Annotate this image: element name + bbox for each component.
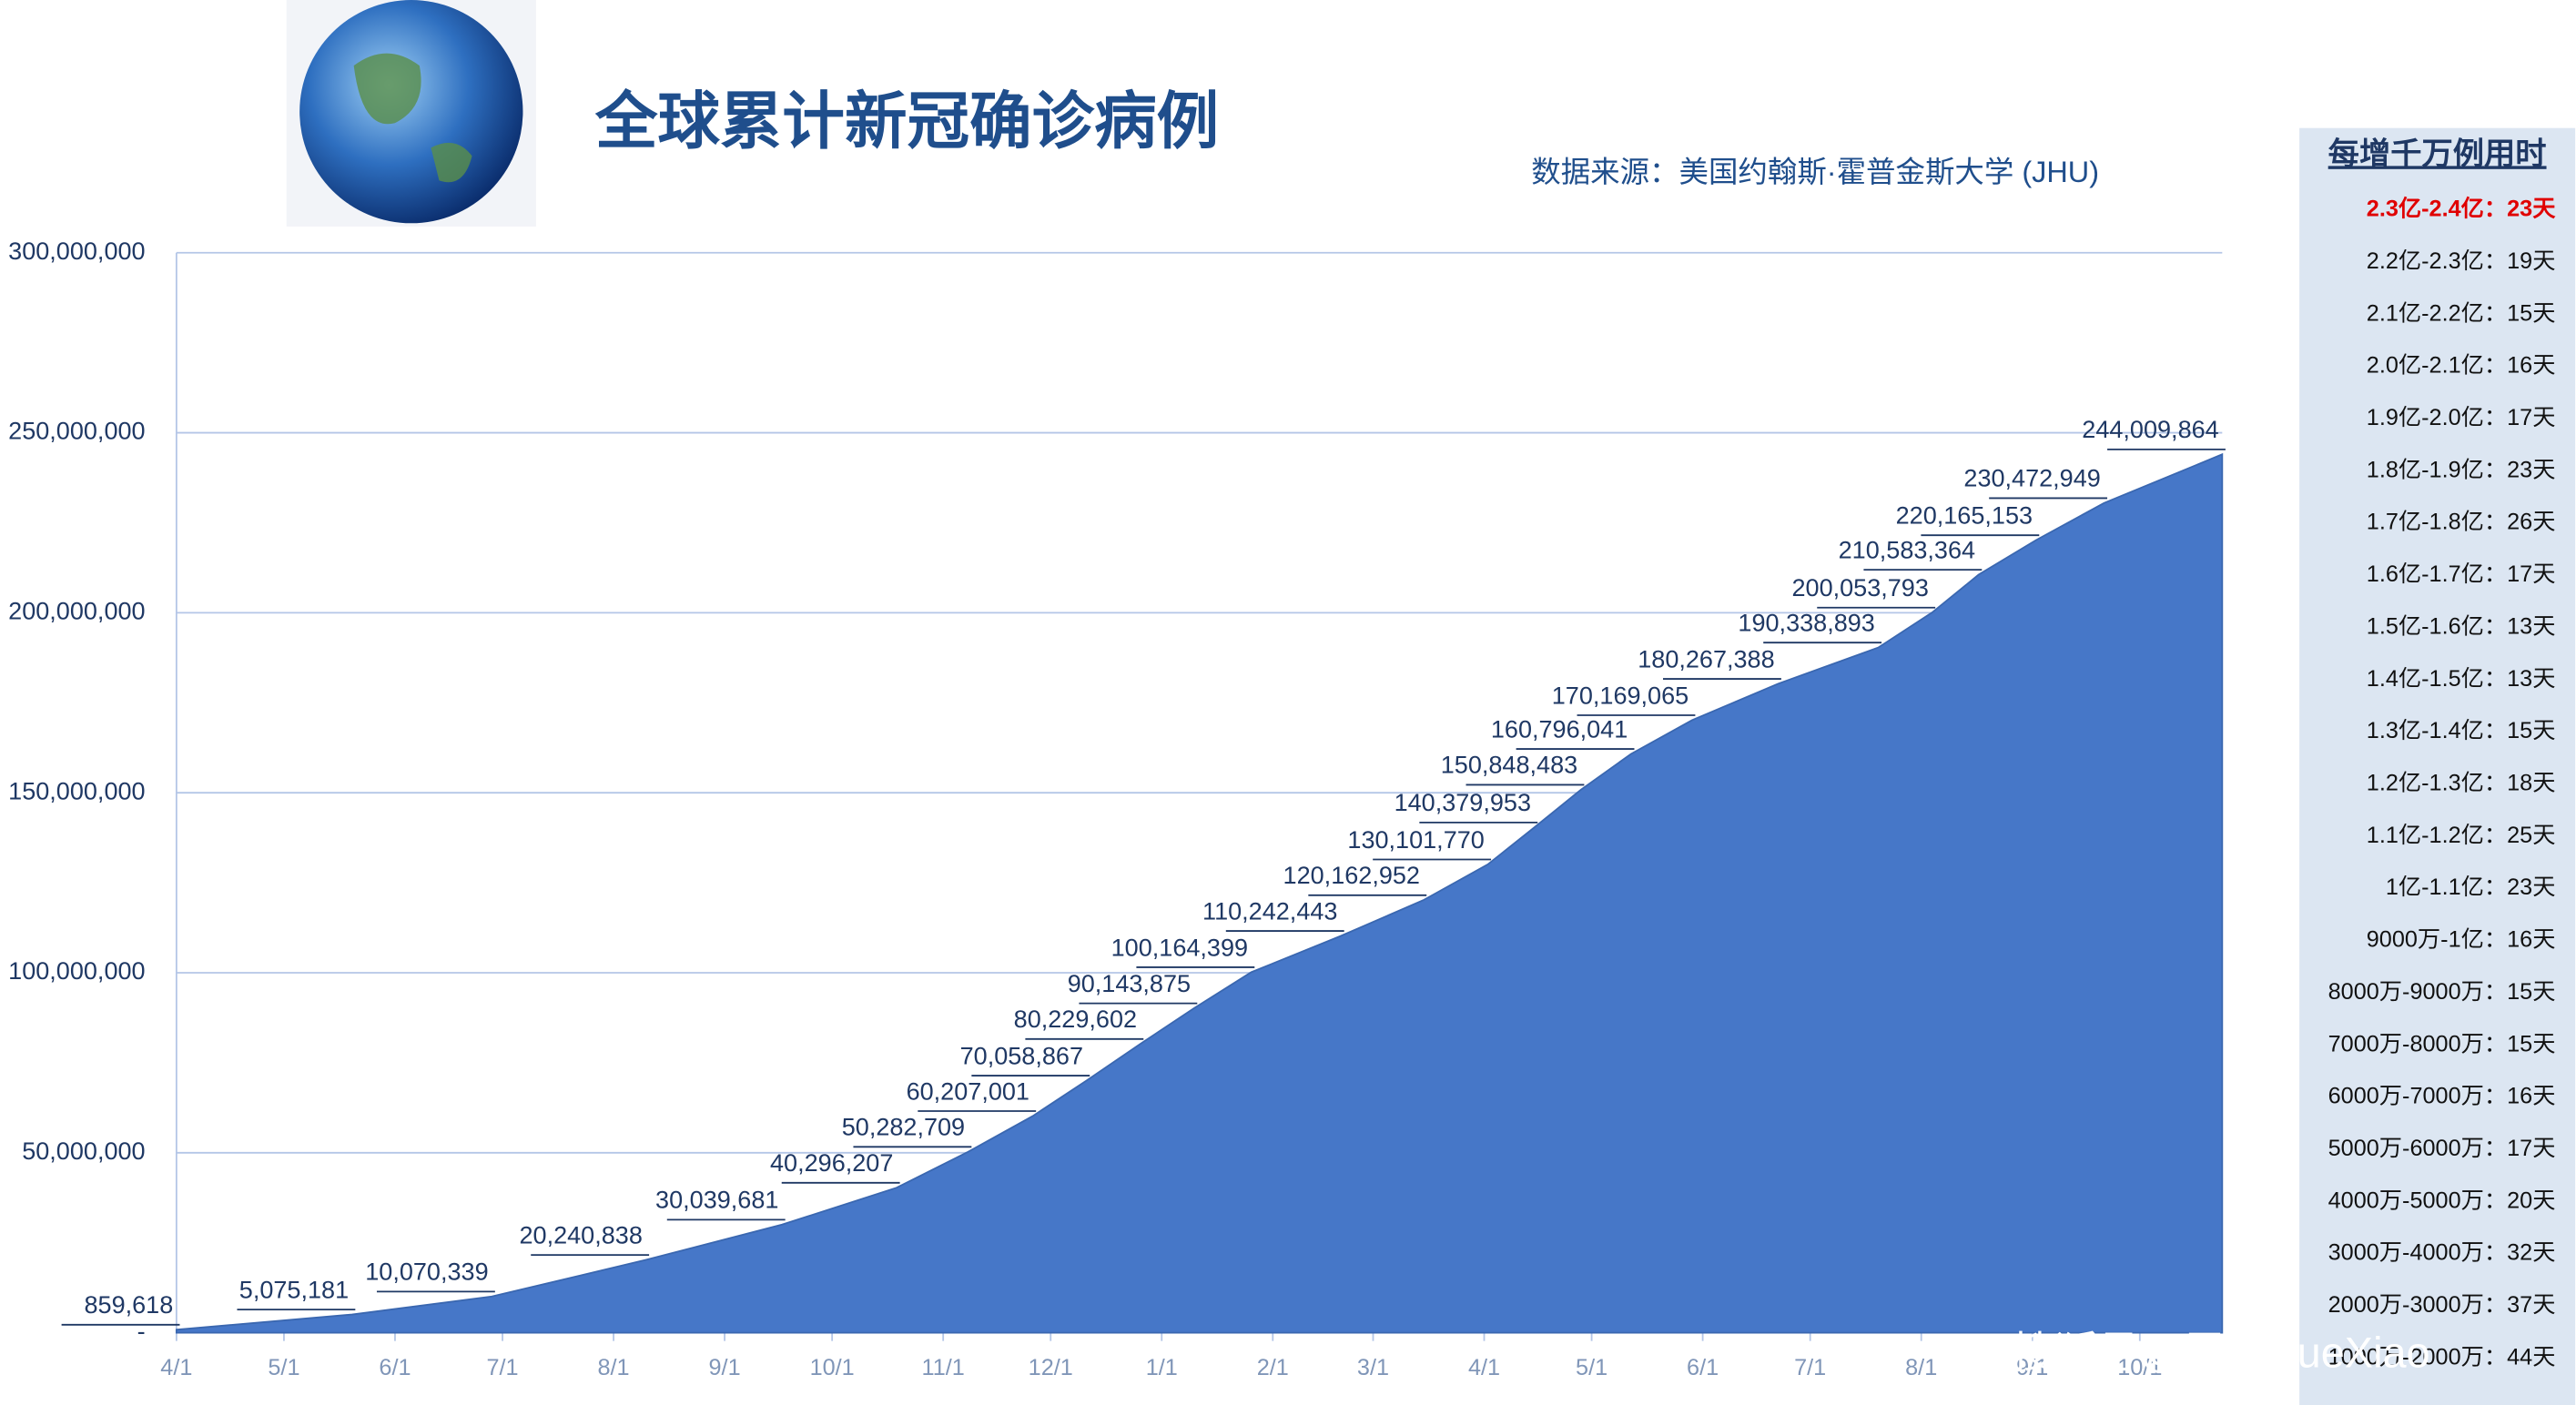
x-tick-label: 4/1 <box>1468 1355 1500 1380</box>
x-tick-label: 2/1 <box>1257 1355 1289 1380</box>
value-label: 210,583,364 <box>1839 536 1975 563</box>
value-label: 110,242,443 <box>1202 897 1337 925</box>
side-table-title: 每增千万例用时 <box>2328 136 2547 171</box>
value-label: 10,070,339 <box>365 1258 488 1286</box>
value-label: 200,053,793 <box>1791 574 1928 601</box>
x-tick-label: 5/1 <box>1576 1355 1607 1380</box>
side-table-row: 2000万-3000万：37天 <box>2328 1292 2556 1318</box>
chart-subtitle: 数据来源：美国约翰斯·霍普金斯大学 (JHU) <box>1531 156 2099 188</box>
globe <box>299 0 523 224</box>
value-label: 244,009,864 <box>2082 416 2218 443</box>
y-tick-label: 250,000,000 <box>8 418 145 445</box>
globe-land <box>353 53 472 183</box>
value-label: 70,058,867 <box>960 1042 1083 1069</box>
x-tick-label: 10/1 <box>810 1355 855 1380</box>
side-panel <box>2299 127 2576 1405</box>
x-tick-label: 11/1 <box>922 1355 965 1380</box>
x-tick-label: 8/1 <box>1905 1355 1937 1380</box>
side-table-row: 1.7亿-1.8亿：26天 <box>2367 510 2556 535</box>
value-label: 150,848,483 <box>1441 752 1577 779</box>
value-label: 20,240,838 <box>520 1221 643 1248</box>
side-table-row: 2.0亿-2.1亿：16天 <box>2367 353 2556 379</box>
side-table-row: 1.8亿-1.9亿：23天 <box>2367 457 2556 482</box>
value-label: 190,338,893 <box>1738 610 1874 637</box>
side-table-row: 1.2亿-1.3亿：18天 <box>2367 770 2556 795</box>
x-tick-label: 8/1 <box>598 1355 630 1380</box>
value-label: 859,618 <box>84 1291 173 1319</box>
value-label: 140,379,953 <box>1394 789 1531 816</box>
side-table-row: 1.4亿-1.5亿：13天 <box>2367 666 2556 692</box>
side-table-row: 2.1亿-2.2亿：15天 <box>2367 300 2556 326</box>
side-table-row: 3000万-4000万：32天 <box>2328 1240 2556 1266</box>
value-label: 160,796,041 <box>1491 715 1628 743</box>
value-label: 120,162,952 <box>1283 862 1420 889</box>
value-label: 40,296,207 <box>770 1149 893 1177</box>
x-tick-label: 1/1 <box>1146 1355 1178 1380</box>
side-table-row: 6000万-7000万：16天 <box>2328 1084 2556 1109</box>
y-tick-label: 200,000,000 <box>8 598 145 625</box>
side-table-row: 7000万-8000万：15天 <box>2328 1031 2556 1056</box>
side-table-row: 1.3亿-1.4亿：15天 <box>2367 718 2556 743</box>
side-table-row: 8000万-9000万：15天 <box>2328 979 2556 1005</box>
x-tick-label: 4/1 <box>160 1355 192 1380</box>
x-tick-label: 9/1 <box>709 1355 741 1380</box>
side-table-row: 1000万-2000万：44天 <box>2328 1344 2556 1370</box>
value-label: 50,282,709 <box>842 1114 965 1141</box>
side-table-row: 2.2亿-2.3亿：19天 <box>2367 248 2556 274</box>
side-table-row: 1.1亿-1.2亿：25天 <box>2367 823 2556 848</box>
x-tick-label: 6/1 <box>1687 1355 1719 1380</box>
y-tick-label: 100,000,000 <box>8 957 145 985</box>
x-tick-label: 3/1 <box>1357 1355 1389 1380</box>
chart-title: 全球累计新冠确诊病例 <box>594 86 1219 157</box>
value-label: 230,472,949 <box>1963 465 2100 492</box>
side-table-row: 1.5亿-1.6亿：13天 <box>2367 613 2556 639</box>
side-table-row: 1.9亿-2.0亿：17天 <box>2367 405 2556 430</box>
value-label: 5,075,181 <box>239 1276 349 1303</box>
value-label: 30,039,681 <box>655 1187 778 1214</box>
side-table-row: 9000万-1亿：16天 <box>2367 927 2556 953</box>
side-table-row: 5000万-6000万：17天 <box>2328 1136 2556 1161</box>
y-tick-label: 150,000,000 <box>8 777 145 804</box>
value-label: 220,165,153 <box>1896 502 2033 530</box>
value-label: 60,207,001 <box>907 1077 1029 1105</box>
side-table-row: 1.6亿-1.7亿：17天 <box>2367 561 2556 587</box>
x-tick-label: 5/1 <box>268 1355 299 1380</box>
value-label: 170,169,065 <box>1552 682 1689 709</box>
watermark: 搜狐号@雪鸮XueXiao <box>2012 1329 2429 1376</box>
side-table-row: 1亿-1.1亿：23天 <box>2386 874 2556 900</box>
area <box>175 452 2224 1334</box>
x-tick-label: 9/1 <box>2016 1355 2048 1380</box>
x-tick-label: 7/1 <box>486 1355 518 1380</box>
x-tick-label: 6/1 <box>379 1355 411 1380</box>
x-tick-label: 10/1 <box>2117 1355 2162 1380</box>
value-label: 80,229,602 <box>1014 1006 1137 1033</box>
side-table-row: 4000万-5000万：20天 <box>2328 1188 2556 1213</box>
y-tick-label: 50,000,000 <box>22 1137 145 1165</box>
value-label: 90,143,875 <box>1068 970 1191 997</box>
x-tick-label: 7/1 <box>1794 1355 1826 1380</box>
x-tick-label: 12/1 <box>1029 1355 1073 1380</box>
y-tick-label: - <box>137 1318 146 1345</box>
value-label: 180,267,388 <box>1638 645 1774 672</box>
value-label: 100,164,399 <box>1111 934 1248 961</box>
y-tick-label: 300,000,000 <box>8 238 145 265</box>
side-table-row: 2.3亿-2.4亿：23天 <box>2367 197 2556 222</box>
value-label: 130,101,770 <box>1347 826 1484 854</box>
